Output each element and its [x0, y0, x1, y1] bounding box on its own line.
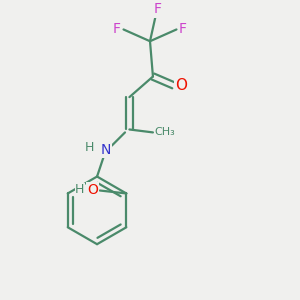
Text: H: H — [75, 183, 85, 196]
Text: CH₃: CH₃ — [154, 128, 175, 137]
Text: F: F — [153, 2, 161, 16]
Text: F: F — [179, 22, 187, 37]
Text: F: F — [113, 22, 121, 37]
Text: O: O — [87, 183, 98, 196]
Text: N: N — [101, 143, 111, 157]
Text: O: O — [175, 78, 187, 93]
Text: H: H — [85, 141, 94, 154]
